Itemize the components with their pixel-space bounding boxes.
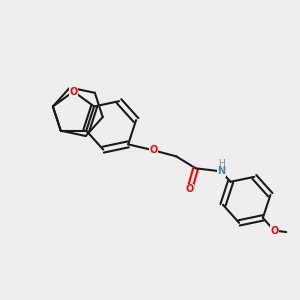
Text: H: H xyxy=(218,159,225,168)
Text: N: N xyxy=(217,166,225,176)
Text: O: O xyxy=(69,86,78,97)
Text: O: O xyxy=(270,226,278,236)
Text: O: O xyxy=(150,145,158,155)
Text: O: O xyxy=(186,184,194,194)
